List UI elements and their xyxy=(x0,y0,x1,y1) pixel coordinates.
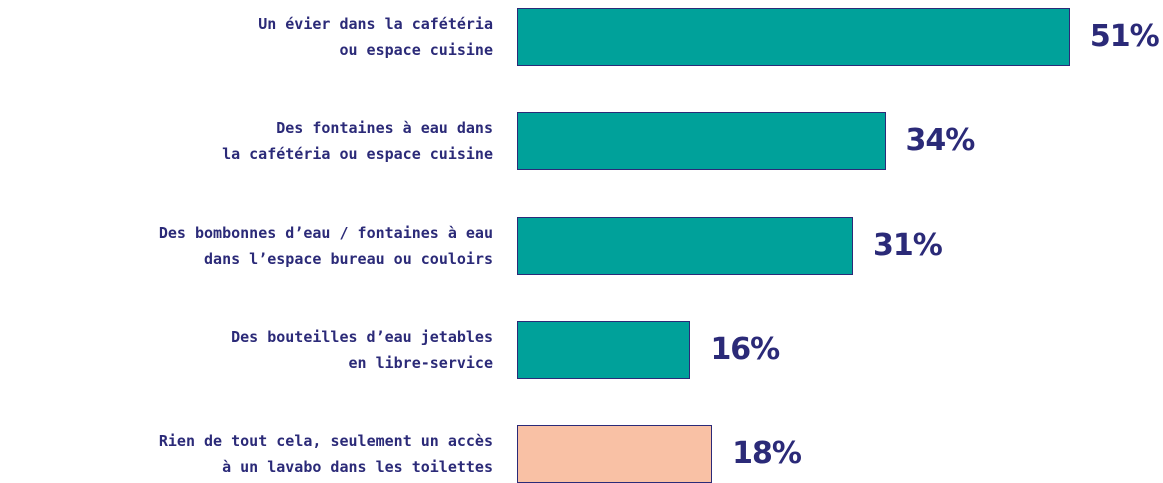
value-label: 51% xyxy=(1089,19,1160,54)
category-label: Rien de tout cela, seulement un accès à … xyxy=(158,432,493,477)
value-label: 34% xyxy=(905,123,976,159)
bar xyxy=(517,216,854,275)
category-label: Un évier dans la cafétéria ou espace cui… xyxy=(258,15,493,59)
bar xyxy=(517,425,713,483)
value-label: 18% xyxy=(732,436,802,472)
value-label: 16% xyxy=(710,331,780,367)
category-label: Des bouteilles d’eau jetables en libre-s… xyxy=(231,327,493,372)
bar xyxy=(517,320,691,379)
category-label: Des bombonnes d’eau / fontaines à eau da… xyxy=(158,223,493,268)
bar xyxy=(517,8,1070,66)
value-label: 31% xyxy=(873,227,943,263)
category-label: Des fontaines à eau dans la cafétéria ou… xyxy=(222,119,493,164)
bar xyxy=(517,112,886,171)
